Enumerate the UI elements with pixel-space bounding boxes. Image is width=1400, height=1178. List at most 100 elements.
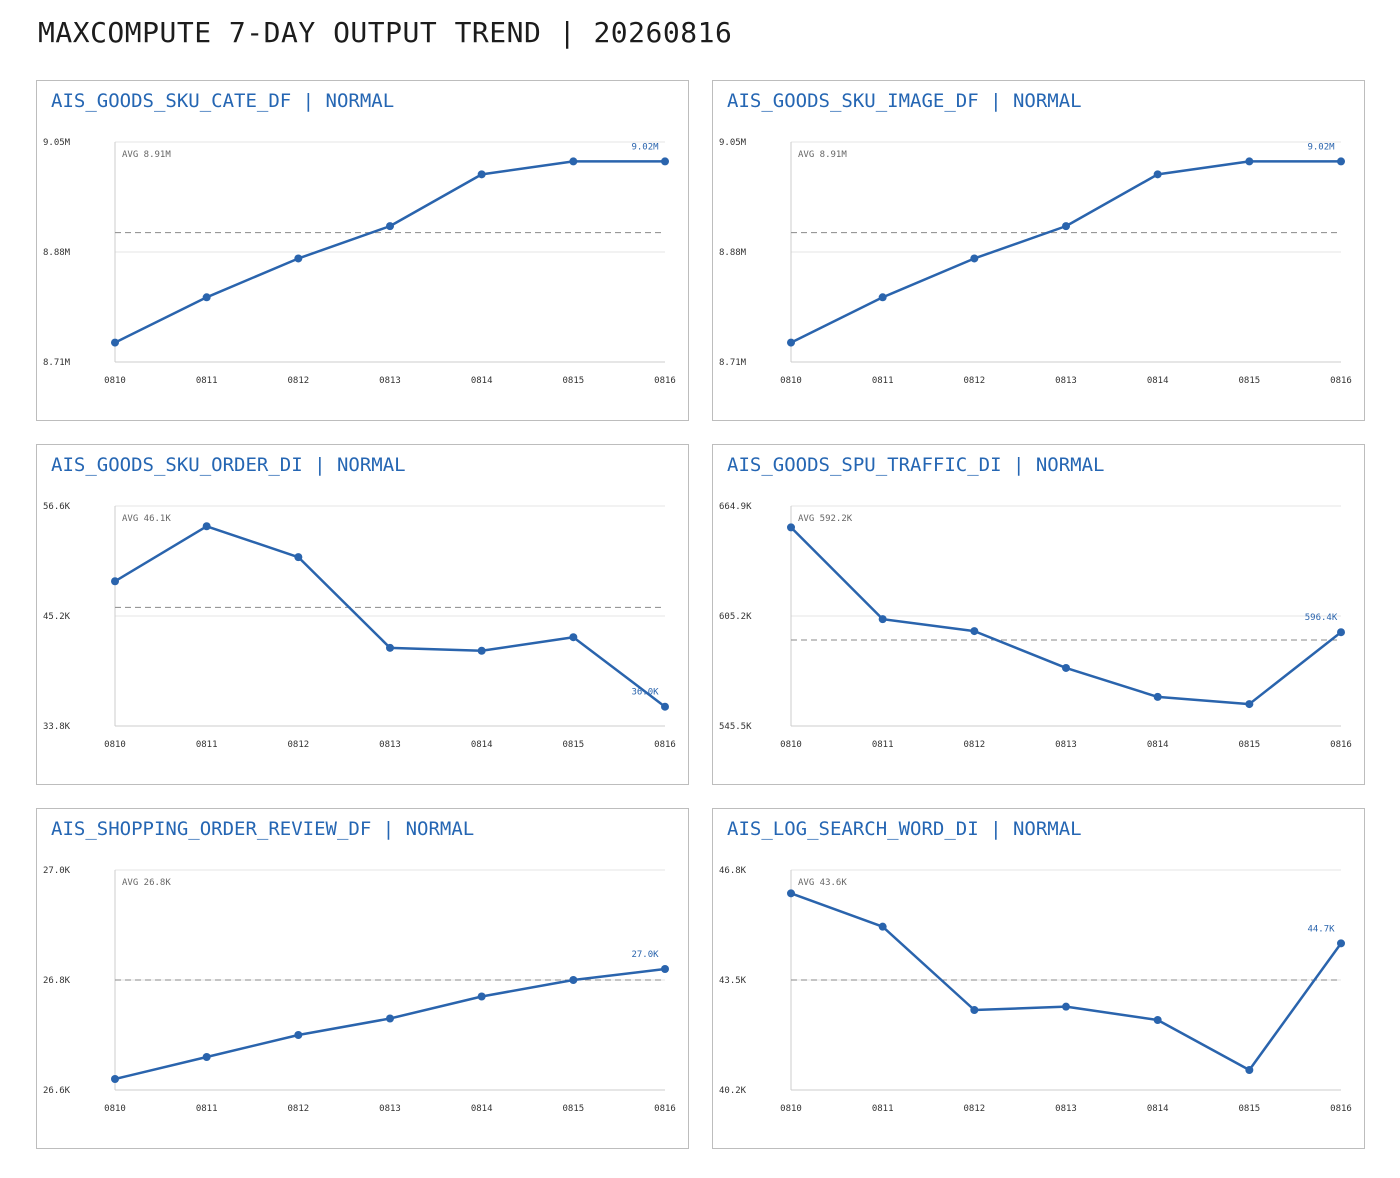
chart-panel-5: AIS_SHOPPING_ORDER_REVIEW_DF | NORMAL 27.… [36,808,689,1149]
y-tick-label: 56.6K [43,502,71,512]
x-tick-label: 0812 [287,740,309,750]
data-point [1062,1002,1070,1011]
line-chart: 9.05M 8.88M 8.71M 0810 0811 0812 0813 0814 0815 0… [43,138,676,386]
y-tick-label: 45.2K [43,612,71,622]
x-tick-label: 0811 [196,740,218,750]
x-tick-label: 0814 [1147,740,1169,750]
panel-title: AIS_SHOPPING_ORDER_REVIEW_DF | NORMAL [51,818,475,840]
data-point [878,293,887,302]
x-tick-label: 0812 [287,1104,309,1114]
data-point [661,157,669,166]
data-point [787,338,795,347]
data-point [1245,157,1254,166]
y-tick-label: 8.71M [719,358,747,368]
data-point [1337,157,1345,166]
series-line [790,892,1343,1072]
x-tick-label: 0815 [1238,376,1260,386]
last-value-label: 9.02M [1307,142,1335,152]
x-tick-label: 0812 [963,1104,985,1114]
x-tick-label: 0816 [654,740,676,750]
line-chart: 664.9K 605.2K 545.5K 0810 0811 0812 0813 0814 08… [719,502,1352,750]
x-tick-label: 0813 [379,740,401,750]
data-point [477,646,486,655]
data-point [386,1014,394,1023]
chart-panel-4: AIS_GOODS_SPU_TRAFFIC_DI | NORMAL 664.9K 6… [712,444,1365,785]
y-tick-label: 9.05M [719,138,747,148]
x-tick-label: 0812 [963,376,985,386]
data-point [1062,663,1070,672]
x-tick-label: 0810 [780,740,802,750]
y-tick-label: 8.88M [43,248,71,258]
x-tick-label: 0811 [872,376,894,386]
average-label: AVG 46.1K [122,514,171,524]
data-point [569,976,578,984]
y-tick-label: 26.6K [43,1086,71,1096]
x-tick-label: 0813 [379,376,401,386]
average-label: AVG 592.2K [798,514,853,524]
y-tick-label: 43.5K [719,976,747,986]
x-tick-label: 0810 [780,1104,802,1114]
data-point [111,338,119,347]
data-point [970,254,979,263]
panel-title: AIS_LOG_SEARCH_WORD_DI | NORMAL [727,818,1082,840]
x-tick-label: 0813 [1055,740,1077,750]
x-tick-label: 0811 [872,1104,894,1114]
data-point [970,1006,979,1014]
y-tick-label: 33.8K [43,722,71,732]
average-label: AVG 8.91M [798,150,847,160]
data-point [661,702,669,711]
x-tick-label: 0811 [196,376,218,386]
x-tick-label: 0814 [471,376,493,386]
y-tick-label: 9.05M [43,138,71,148]
last-value-label: 9.02M [631,142,659,152]
x-tick-label: 0810 [104,740,126,750]
data-point [878,922,887,931]
y-tick-label: 27.0K [43,866,71,876]
page-title: MAXCOMPUTE 7-DAY OUTPUT TREND | 20260816 [38,16,733,49]
x-tick-label: 0810 [780,376,802,386]
chart-panel-3: AIS_GOODS_SKU_ORDER_DI | NORMAL 56.6K 45.2… [36,444,689,785]
data-point [661,965,669,973]
x-tick-label: 0816 [1330,1104,1352,1114]
data-point [970,627,979,636]
data-point [569,157,578,166]
y-tick-label: 8.71M [43,358,71,368]
x-tick-label: 0816 [654,376,676,386]
x-tick-label: 0812 [287,376,309,386]
panel-title: AIS_GOODS_SKU_CATE_DF | NORMAL [51,90,395,112]
x-tick-label: 0816 [1330,376,1352,386]
data-point [477,170,486,179]
data-point [294,254,303,263]
x-tick-label: 0816 [1330,740,1352,750]
x-tick-label: 0815 [1238,1104,1260,1114]
x-tick-label: 0814 [471,1104,493,1114]
series-line [114,967,666,1081]
line-chart: 27.0K 26.8K 26.6K 0810 0811 0812 0813 0814 0815 0… [43,866,676,1114]
y-tick-label: 26.8K [43,976,71,986]
data-point [1062,222,1070,231]
chart-panel-2: AIS_GOODS_SKU_IMAGE_DF | NORMAL 9.05M 8.88… [712,80,1365,421]
y-tick-label: 40.2K [719,1086,747,1096]
data-point [111,1075,119,1083]
data-point [386,222,394,231]
data-point [1337,628,1345,637]
data-point [787,889,795,898]
y-tick-label: 545.5K [719,722,752,732]
x-tick-label: 0814 [1147,376,1169,386]
data-point [1153,692,1162,701]
data-point [1153,1016,1162,1024]
data-point [386,643,394,652]
last-value-label: 36.0K [631,688,659,698]
data-point [477,992,486,1001]
data-point [787,523,795,532]
y-tick-label: 664.9K [719,502,752,512]
data-point [294,553,303,562]
data-point [878,615,887,624]
panel-title: AIS_GOODS_SKU_IMAGE_DF | NORMAL [727,90,1082,112]
data-point [202,1053,211,1061]
data-point [202,522,211,531]
x-tick-label: 0811 [872,740,894,750]
panel-title: AIS_GOODS_SKU_ORDER_DI | NORMAL [51,454,406,476]
x-tick-label: 0812 [963,740,985,750]
x-tick-label: 0811 [196,1104,218,1114]
